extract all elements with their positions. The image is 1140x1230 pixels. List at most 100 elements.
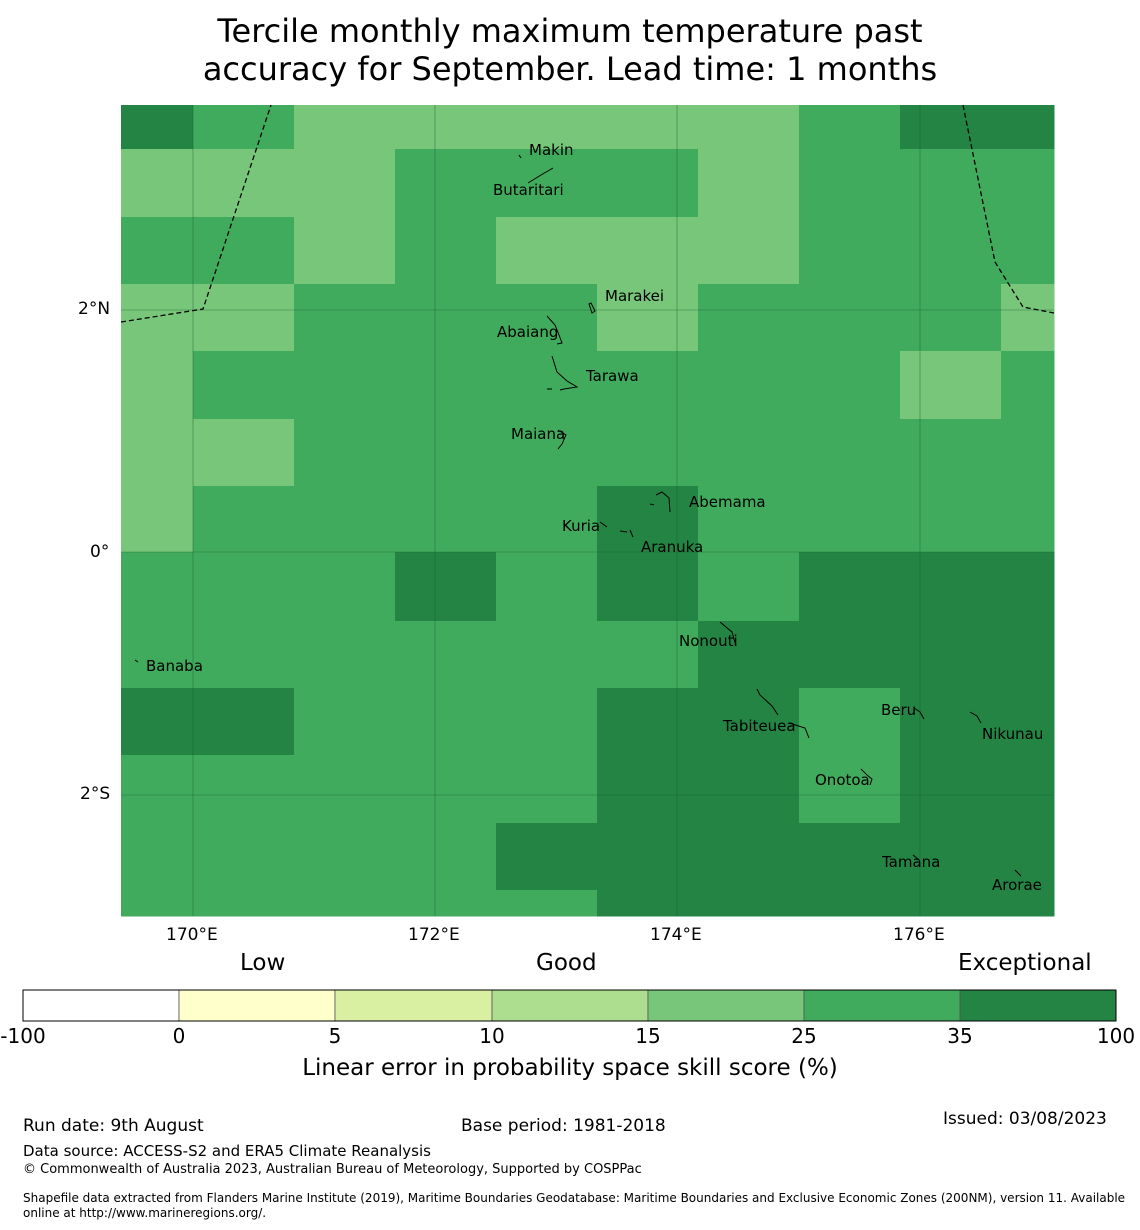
island-outline [588, 302, 596, 314]
skill-cell [597, 621, 699, 689]
island-outline [551, 355, 579, 391]
island-label-marakei: Marakei [605, 287, 665, 305]
skill-cell [121, 351, 194, 420]
skill-cell [1001, 351, 1055, 420]
skill-cell [294, 552, 396, 622]
island-outline [518, 154, 522, 159]
skill-cell [900, 890, 1002, 917]
island-outline [969, 711, 982, 724]
skill-cell [193, 823, 295, 891]
skill-cell [698, 217, 800, 285]
skill-cell [698, 823, 800, 891]
skill-cell [597, 149, 699, 218]
skill-cell [698, 552, 800, 622]
skill-cell [395, 486, 497, 553]
skill-cell [1001, 755, 1055, 824]
skill-cell [698, 284, 800, 352]
skill-cell [900, 419, 1002, 487]
skill-cell [121, 149, 194, 218]
skill-cell [597, 755, 699, 824]
skill-cell [1001, 419, 1055, 487]
lon-label-174e: 174°E [650, 925, 702, 945]
skill-cell [1001, 688, 1055, 756]
skill-cell [496, 149, 598, 218]
island-label-beru: Beru [881, 701, 917, 719]
lon-label-176e: 176°E [893, 925, 945, 945]
skill-cell [294, 621, 396, 689]
skill-cell [395, 419, 497, 487]
colorbar-segment [334, 989, 493, 1022]
colorbar-label: Linear error in probability space skill … [302, 1055, 838, 1081]
skill-cell [294, 823, 396, 891]
skill-cell [193, 486, 295, 553]
colorbar-tick-35: 35 [947, 1024, 973, 1048]
skill-cell [597, 217, 699, 285]
island-label-nikunau: Nikunau [982, 725, 1044, 743]
skill-cell [395, 823, 497, 891]
skill-cell [1001, 621, 1055, 689]
island-label-arorae: Arorae [992, 876, 1042, 894]
skill-cell [496, 823, 598, 891]
graticule [121, 105, 1054, 916]
skill-cell [698, 621, 800, 689]
colorbar [22, 989, 1117, 1022]
skill-cell [121, 890, 194, 917]
run-date: Run date: 9th August [23, 1116, 204, 1136]
skill-cell [597, 688, 699, 756]
skill-cell [900, 823, 1002, 891]
skill-cell [1001, 890, 1055, 917]
skill-cell [799, 486, 901, 553]
island-outline [649, 503, 655, 506]
skill-cell [597, 552, 699, 622]
eez-boundaries [120, 104, 1055, 323]
skill-cell [698, 755, 800, 824]
island-outline [629, 529, 634, 538]
skill-cell [193, 217, 295, 285]
skill-cell [799, 351, 901, 420]
skill-cell [496, 755, 598, 824]
skill-cell [597, 105, 699, 150]
skill-cell [121, 688, 194, 756]
data-source: Data source: ACCESS-S2 and ERA5 Climate … [23, 1142, 431, 1160]
island-outline [546, 315, 563, 345]
lat-label-0: 0° [90, 542, 110, 562]
skill-cell [193, 351, 295, 420]
skill-cell [121, 105, 194, 150]
skill-cell [193, 552, 295, 622]
skill-cell [1001, 552, 1055, 622]
skill-cell [193, 621, 295, 689]
island-label-tabiteuea: Tabiteuea [723, 717, 796, 735]
skill-cell [900, 149, 1002, 218]
skill-cell [395, 688, 497, 756]
skill-cell [900, 621, 1002, 689]
skill-cell [698, 351, 800, 420]
skill-cell [193, 105, 295, 150]
eez-boundary-west [120, 104, 272, 323]
skill-cell [900, 105, 1002, 150]
colorbar-segment [803, 989, 961, 1022]
island-outline [756, 688, 779, 716]
island-label-onotoa: Onotoa [815, 771, 870, 789]
island-label-tamana: Tamana [882, 853, 941, 871]
island-label-abaiang: Abaiang [497, 323, 559, 341]
skill-grid-cells [121, 105, 1055, 917]
lon-label-172e: 172°E [408, 925, 460, 945]
island-outlines [134, 154, 1022, 877]
skill-cell [496, 351, 598, 420]
skill-cell [698, 890, 800, 917]
skill-cell [799, 755, 901, 824]
island-outline [599, 521, 608, 528]
skill-cell [496, 486, 598, 553]
skill-cell [496, 284, 598, 352]
colorbar-tick-5: 5 [328, 1024, 342, 1048]
skill-cell [799, 105, 901, 150]
skill-cell [395, 621, 497, 689]
island-label-banaba: Banaba [146, 657, 203, 675]
colorbar-tick-0: 0 [172, 1024, 186, 1048]
skill-cell [193, 755, 295, 824]
skill-cell [698, 486, 800, 553]
issued-date: Issued: 03/08/2023 [943, 1109, 1107, 1129]
shapefile-credit-line2: online at http://www.marineregions.org/. [23, 1206, 267, 1220]
skill-cell [395, 890, 497, 917]
skill-cell [799, 284, 901, 352]
